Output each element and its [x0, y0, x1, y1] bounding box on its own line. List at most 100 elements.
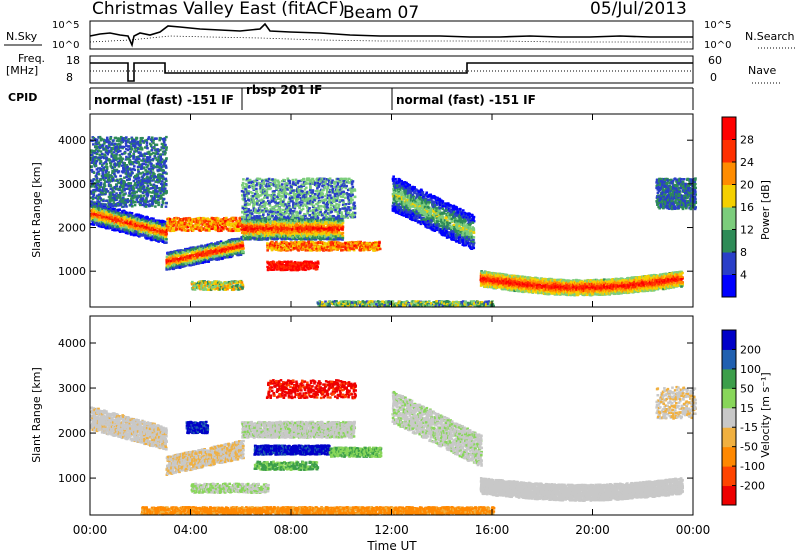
echo-cell	[148, 151, 151, 153]
nsky-tick-top: 10^5	[52, 20, 79, 31]
echo-cell	[90, 154, 93, 156]
echo-cell	[134, 146, 137, 148]
echo-cell	[115, 137, 118, 139]
echo-cell	[151, 136, 154, 138]
echo-cell	[90, 166, 93, 168]
echo-cell	[232, 220, 235, 222]
echo-cell	[115, 184, 118, 186]
nave-tick-top: 60	[708, 54, 722, 67]
echo-cell	[108, 141, 111, 143]
echo-cell	[225, 218, 228, 220]
echo-cell	[192, 254, 195, 256]
echo-cell	[155, 185, 158, 187]
echo-cell	[146, 216, 149, 218]
echo-cell	[182, 251, 185, 253]
echo-cell	[162, 193, 165, 195]
echo-cell	[161, 161, 164, 163]
echo-cell	[207, 288, 210, 290]
echo-cell	[143, 155, 146, 157]
echo-cell	[134, 204, 137, 206]
echo-cell	[139, 172, 142, 174]
echo-cell	[96, 153, 99, 155]
echo-cell	[110, 163, 113, 165]
cpid-segment-1: normal (fast) -151 IF	[94, 93, 234, 107]
echo-cell	[95, 165, 98, 167]
echo-cell	[165, 149, 168, 151]
echo-cell	[100, 150, 103, 152]
nave-label: Nave	[748, 64, 776, 77]
echo-cell	[160, 158, 163, 160]
echo-cell	[101, 204, 104, 206]
echo-cell	[134, 201, 137, 203]
echo-cell	[217, 217, 220, 219]
echo-cell	[115, 175, 118, 177]
echo-cell	[160, 206, 163, 208]
nsearch-tick-bottom: 10^0	[704, 40, 731, 51]
echo-cell	[104, 207, 107, 209]
echo-cell	[226, 287, 229, 289]
echo-cell	[164, 144, 167, 146]
echo-cell	[164, 151, 167, 153]
echo-cell	[163, 141, 166, 143]
echo-cell	[137, 161, 140, 163]
echo-cell	[131, 205, 134, 207]
echo-cell	[143, 163, 146, 165]
echo-cell	[150, 231, 153, 233]
echo-cell	[224, 282, 227, 284]
cpid-segment-3: normal (fast) -151 IF	[396, 93, 536, 107]
freq-tick-bottom: 8	[66, 71, 73, 84]
echo-cell	[152, 220, 155, 222]
echo-cell	[119, 175, 122, 177]
echo-cell	[101, 153, 104, 155]
echo-cell	[131, 212, 134, 214]
echo-cell	[146, 195, 149, 197]
echo-cell	[128, 178, 131, 180]
echo-cell	[129, 194, 132, 196]
echo-cell	[197, 224, 200, 226]
echo-cell	[159, 149, 162, 151]
echo-cell	[105, 188, 108, 190]
echo-cell	[125, 156, 128, 158]
echo-cell	[110, 214, 113, 216]
echo-cell	[93, 194, 96, 196]
echo-cell	[117, 170, 120, 172]
echo-cell	[164, 187, 167, 189]
cpid-segment-2: rbsp 201 IF	[246, 83, 322, 97]
echo-cell	[143, 195, 146, 197]
echo-cell	[156, 187, 159, 189]
echo-cell	[117, 181, 120, 183]
echo-cell	[119, 230, 122, 232]
echo-cell	[105, 157, 108, 159]
echo-cell	[105, 163, 108, 165]
echo-cell	[106, 137, 109, 139]
echo-cell	[256, 226, 259, 228]
echo-cell	[93, 178, 96, 180]
echo-cell	[140, 168, 143, 170]
echo-cell	[136, 137, 139, 139]
echo-cell	[160, 196, 163, 198]
echo-cell	[235, 217, 238, 219]
echo-cell	[152, 158, 155, 160]
echo-cell	[165, 238, 168, 240]
echo-cell	[161, 175, 164, 177]
echo-cell	[104, 185, 107, 187]
echo-cell	[120, 189, 123, 191]
echo-cell	[256, 235, 259, 237]
echo-cell	[154, 205, 157, 207]
echo-cell	[126, 199, 129, 201]
echo-cell	[127, 170, 130, 172]
freq-unit: [MHz]	[6, 64, 38, 77]
power-scatter	[90, 136, 697, 308]
echo-cell	[153, 173, 156, 175]
echo-cell	[160, 153, 163, 155]
echo-cell	[123, 146, 126, 148]
echo-cell	[125, 184, 128, 186]
echo-cell	[136, 175, 139, 177]
echo-cell	[112, 179, 115, 181]
echo-cell	[163, 198, 166, 200]
echo-cell	[161, 180, 164, 182]
echo-cell	[115, 155, 118, 157]
echo-cell	[93, 172, 96, 174]
